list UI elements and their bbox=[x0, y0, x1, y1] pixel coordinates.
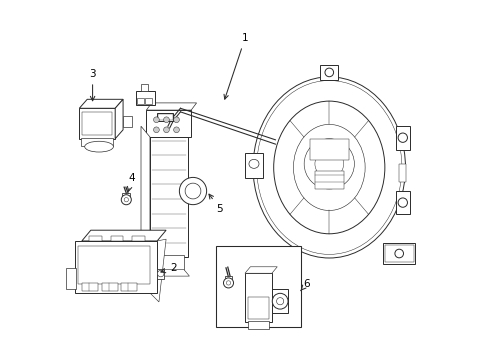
Bar bbox=[123, 116, 132, 127]
Circle shape bbox=[304, 139, 354, 189]
Bar bbox=[383, 243, 416, 264]
Bar bbox=[82, 283, 98, 291]
Circle shape bbox=[164, 117, 170, 123]
Bar bbox=[153, 255, 184, 270]
Bar bbox=[147, 110, 191, 137]
Circle shape bbox=[226, 281, 231, 285]
Text: 6: 6 bbox=[300, 279, 310, 291]
Text: 5: 5 bbox=[209, 194, 223, 214]
Bar bbox=[81, 138, 113, 146]
Text: 1: 1 bbox=[224, 33, 248, 99]
Bar bbox=[150, 137, 188, 257]
Circle shape bbox=[395, 249, 403, 258]
Bar bbox=[101, 283, 118, 291]
Polygon shape bbox=[79, 99, 123, 108]
Bar bbox=[395, 126, 410, 149]
Circle shape bbox=[153, 127, 159, 133]
Bar bbox=[79, 108, 115, 139]
Bar bbox=[248, 297, 269, 319]
Circle shape bbox=[124, 198, 128, 202]
Circle shape bbox=[185, 183, 201, 199]
Bar bbox=[158, 114, 172, 120]
Circle shape bbox=[153, 117, 159, 123]
Bar bbox=[395, 191, 410, 214]
Bar bbox=[385, 244, 414, 262]
Bar bbox=[245, 273, 272, 321]
Bar bbox=[157, 269, 164, 279]
Polygon shape bbox=[153, 270, 190, 276]
Circle shape bbox=[164, 127, 170, 133]
Circle shape bbox=[179, 177, 207, 204]
Circle shape bbox=[398, 198, 408, 207]
Circle shape bbox=[122, 195, 131, 205]
Circle shape bbox=[173, 117, 179, 123]
Bar bbox=[82, 112, 112, 135]
Bar bbox=[245, 153, 263, 178]
Polygon shape bbox=[115, 99, 123, 139]
Circle shape bbox=[276, 298, 284, 305]
Bar bbox=[78, 246, 150, 284]
Ellipse shape bbox=[249, 159, 259, 168]
Text: 3: 3 bbox=[89, 69, 96, 101]
Text: 2: 2 bbox=[161, 263, 176, 273]
Text: 4: 4 bbox=[127, 173, 135, 191]
Bar bbox=[141, 84, 148, 91]
Circle shape bbox=[398, 133, 408, 142]
Circle shape bbox=[157, 270, 164, 277]
Circle shape bbox=[173, 127, 179, 133]
Bar bbox=[66, 268, 76, 289]
Circle shape bbox=[315, 149, 343, 178]
Bar bbox=[315, 171, 343, 189]
Bar bbox=[89, 235, 101, 241]
Bar bbox=[74, 241, 157, 293]
Ellipse shape bbox=[274, 101, 385, 234]
Polygon shape bbox=[150, 239, 166, 302]
Bar bbox=[122, 193, 130, 197]
Bar bbox=[224, 276, 232, 280]
Bar bbox=[145, 98, 152, 104]
Ellipse shape bbox=[85, 141, 113, 152]
Circle shape bbox=[272, 293, 288, 309]
Polygon shape bbox=[147, 103, 196, 110]
Bar bbox=[216, 246, 300, 327]
Ellipse shape bbox=[253, 77, 406, 258]
Bar bbox=[272, 289, 288, 313]
Bar bbox=[137, 98, 144, 104]
Bar bbox=[111, 235, 123, 241]
Bar bbox=[132, 235, 145, 241]
Bar bbox=[310, 139, 349, 160]
Bar bbox=[122, 283, 137, 291]
Bar bbox=[320, 65, 338, 80]
Polygon shape bbox=[82, 230, 166, 241]
Bar bbox=[136, 91, 155, 105]
Polygon shape bbox=[399, 164, 406, 182]
Polygon shape bbox=[141, 126, 150, 257]
Bar bbox=[248, 321, 269, 329]
Bar bbox=[157, 113, 173, 121]
Polygon shape bbox=[245, 267, 277, 273]
Circle shape bbox=[325, 68, 334, 77]
Circle shape bbox=[223, 278, 234, 288]
